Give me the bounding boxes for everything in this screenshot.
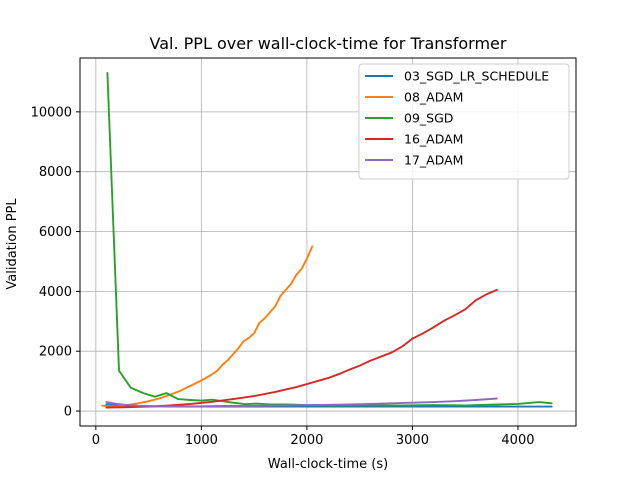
y-tick-label: 2000 [39,345,72,360]
series-line-08-adam [101,245,314,408]
chart-title: Val. PPL over wall-clock-time for Transf… [150,34,507,53]
y-tick-label: 0 [64,405,72,420]
legend: 03_SGD_LR_SCHEDULE 08_ADAM 09_SGD 16_ADAM 17… [358,63,570,180]
x-tick-label: 3000 [396,433,429,448]
y-axis: 0 2000 4000 6000 8000 10000 [31,105,80,420]
y-tick-label: 8000 [39,165,72,180]
legend-label: 03_SGD_LR_SCHEDULE [404,69,549,84]
plot-frame [79,57,577,427]
y-tick-label: 4000 [39,285,72,300]
x-tick-label: 2000 [290,433,323,448]
legend-box [358,63,570,180]
series-layer [101,72,553,409]
x-tick-label: 0 [92,433,100,448]
y-axis-label: Validation PPL [5,198,20,290]
x-tick-label: 1000 [185,433,218,448]
x-axis: 0 1000 2000 3000 4000 [92,426,535,448]
legend-label: 08_ADAM [404,90,463,105]
y-tick-label: 6000 [39,225,72,240]
x-axis-label: Wall-clock-time (s) [268,457,388,472]
series-line-16-adam [105,288,498,409]
y-tick-label: 10000 [31,105,72,120]
series-line-17-adam [105,397,498,408]
legend-label: 16_ADAM [404,132,463,147]
series-line-09-sgd [106,72,553,407]
legend-label: 17_ADAM [404,153,463,168]
x-tick-label: 4000 [501,433,534,448]
legend-label: 09_SGD [404,111,453,126]
